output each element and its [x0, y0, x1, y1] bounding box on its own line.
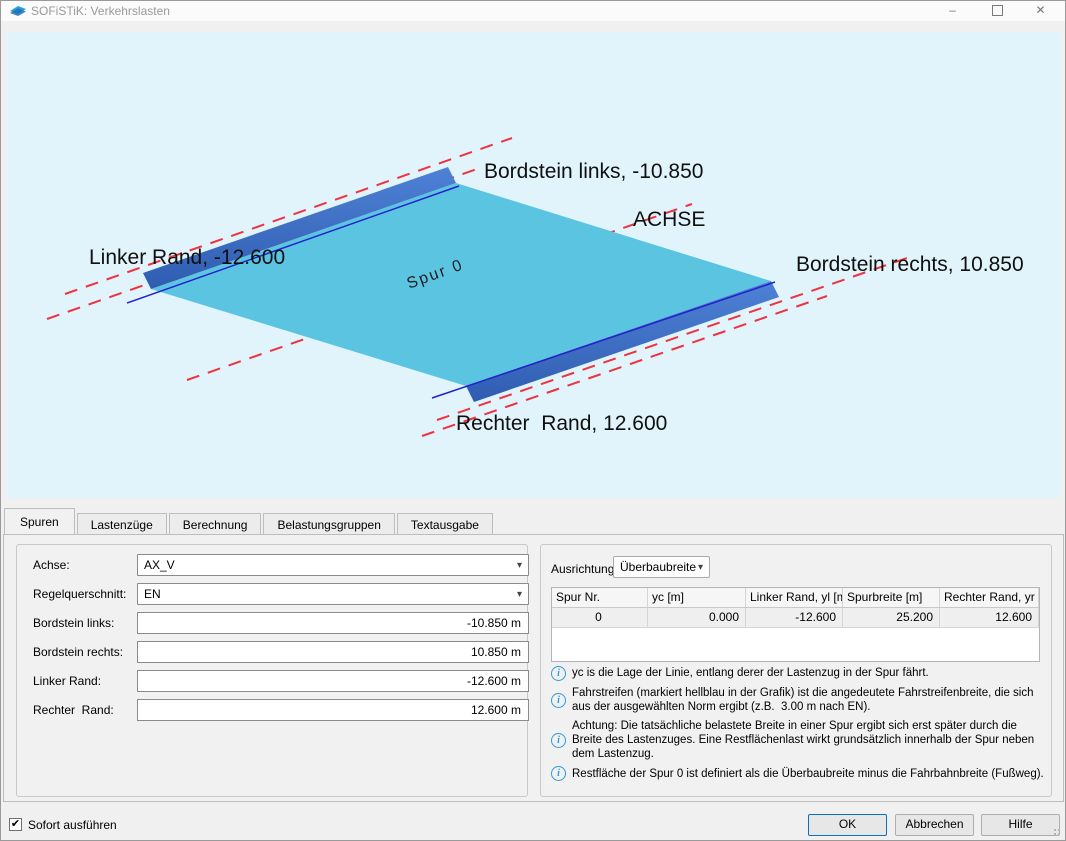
hilfe-button[interactable]: Hilfe	[981, 814, 1060, 836]
close-button[interactable]: ✕	[1018, 1, 1063, 21]
curb-right	[466, 281, 779, 402]
label-rechter-rand: Rechter Rand, 12.600	[456, 412, 668, 435]
info-icon: i	[551, 692, 566, 708]
bordstein-links-dashed-line	[64, 137, 513, 295]
bordstein-rechts-field-label: Bordstein rechts:	[33, 645, 124, 659]
table-cell[interactable]: 0.000	[648, 608, 746, 627]
rechter-rand-input[interactable]: 12.600 m	[137, 699, 529, 721]
tab-berechnung[interactable]: Berechnung	[168, 513, 262, 535]
label-achse: ACHSE	[633, 208, 706, 231]
note-item: i Achtung: Die tatsächliche belastete Br…	[551, 719, 1045, 761]
resize-grip[interactable]	[1054, 829, 1056, 831]
label-linker-rand: Linker Rand, -12.600	[89, 246, 286, 269]
note-text: Restfläche der Spur 0 ist definiert als …	[572, 767, 1044, 780]
bordstein-rechts-dashed-line	[436, 257, 908, 421]
table-cell[interactable]: 25.200	[843, 608, 940, 627]
label-bordstein-rechts: Bordstein rechts, 10.850	[796, 253, 1024, 276]
rechter-rand-dashed-line	[421, 295, 828, 437]
table-header-cell[interactable]: Spurbreite [m]	[843, 588, 940, 607]
sofort-ausfuehren-checkbox[interactable]: ✔	[9, 818, 22, 831]
regelquerschnitt-combobox[interactable]: EN ▾	[137, 583, 529, 605]
window-title: SOFiSTiK: Verkehrslasten	[31, 4, 170, 18]
bordstein-links-field-label: Bordstein links:	[33, 616, 115, 630]
abbrechen-button[interactable]: Abbrechen	[895, 814, 974, 836]
info-icon: i	[551, 766, 566, 782]
maximize-button[interactable]	[975, 1, 1020, 21]
chevron-down-icon: ▾	[516, 588, 522, 600]
curb-left	[143, 167, 456, 289]
table-header-cell[interactable]: Spur Nr.	[552, 588, 648, 607]
right-groupbox: Ausrichtung Überbaubreite ▾ Spur Nr. yc …	[540, 544, 1052, 797]
maximize-icon	[992, 5, 1003, 17]
tab-content: Achse: AX_V ▾ Regelquerschnitt: EN ▾ Bor…	[3, 534, 1064, 802]
lanes-table: Spur Nr. yc [m] Linker Rand, yl [m Spurb…	[551, 587, 1040, 662]
ausrichtung-combobox[interactable]: Überbaubreite ▾	[613, 556, 710, 578]
chevron-down-icon: ▾	[516, 559, 522, 571]
sofistik-logo-icon	[10, 6, 26, 16]
achse-combobox[interactable]: AX_V ▾	[137, 554, 529, 576]
title-bar: SOFiSTiK: Verkehrslasten – ✕	[1, 1, 1065, 21]
table-cell[interactable]: 0	[552, 608, 648, 627]
label-bordstein-links: Bordstein links, -10.850	[484, 160, 704, 183]
table-header-row: Spur Nr. yc [m] Linker Rand, yl [m Spurb…	[552, 588, 1039, 608]
table-cell[interactable]: 12.600	[940, 608, 1039, 627]
info-icon: i	[551, 732, 566, 748]
table-row[interactable]: 0 0.000 -12.600 25.200 12.600	[552, 608, 1039, 628]
bordstein-rechts-input[interactable]: 10.850 m	[137, 641, 529, 663]
note-item: i Restfläche der Spur 0 ist definiert al…	[551, 766, 1045, 782]
table-cell[interactable]: -12.600	[746, 608, 843, 627]
note-text: yc is die Lage der Linie, entlang derer …	[572, 667, 929, 680]
curb-left-edge-line	[126, 185, 460, 304]
combo-value: Überbaubreite	[620, 560, 697, 574]
tab-belastungsgruppen[interactable]: Belastungsgruppen	[263, 513, 395, 535]
graphics-canvas: Bordstein links, -10.850 ACHSE Linker Ra…	[7, 32, 1061, 498]
combo-value: AX_V	[144, 558, 175, 572]
minimize-button[interactable]: –	[930, 1, 975, 21]
close-icon: ✕	[1035, 3, 1046, 17]
tab-spuren[interactable]: Spuren	[4, 508, 75, 534]
table-header-cell[interactable]: Rechter Rand, yr [	[940, 588, 1039, 607]
tab-lastenzuege[interactable]: Lastenzüge	[76, 513, 167, 535]
achse-field-label: Achse:	[33, 558, 70, 572]
curb-right-edge-line	[431, 281, 776, 399]
tab-bar: Spuren Lastenzüge Berechnung Belastungsgrup…	[4, 508, 495, 535]
combo-value: EN	[144, 587, 161, 601]
chevron-down-icon: ▾	[697, 561, 703, 573]
tab-textausgabe[interactable]: Textausgabe	[396, 513, 493, 535]
note-text: Achtung: Die tatsächliche belastete Brei…	[572, 720, 1038, 761]
linker-rand-field-label: Linker Rand:	[33, 674, 102, 688]
notes-list: i yc is die Lage der Linie, entlang dere…	[551, 666, 1045, 786]
minimize-icon: –	[949, 3, 956, 17]
bordstein-links-input[interactable]: -10.850 m	[137, 612, 529, 634]
left-groupbox: Achse: AX_V ▾ Regelquerschnitt: EN ▾ Bor…	[16, 544, 529, 797]
info-icon: i	[551, 666, 566, 681]
rechter-rand-field-label: Rechter Rand:	[33, 703, 114, 717]
regelquerschnitt-field-label: Regelquerschnitt:	[33, 587, 127, 601]
note-item: i yc is die Lage der Linie, entlang dere…	[551, 666, 1045, 681]
ok-button[interactable]: OK	[808, 814, 887, 836]
linker-rand-input[interactable]: -12.600 m	[137, 670, 529, 692]
checkbox-label: Sofort ausführen	[28, 818, 117, 832]
lane-surface	[151, 183, 771, 386]
table-header-cell[interactable]: yc [m]	[648, 588, 746, 607]
note-item: i Fahrstreifen (markiert hellblau in der…	[551, 686, 1045, 714]
note-text: Fahrstreifen (markiert hellblau in der G…	[572, 687, 1037, 714]
table-header-cell[interactable]: Linker Rand, yl [m	[746, 588, 843, 607]
lane-preview-drawing	[46, 137, 908, 437]
ausrichtung-label: Ausrichtung	[551, 562, 615, 576]
check-icon: ✔	[10, 818, 21, 830]
